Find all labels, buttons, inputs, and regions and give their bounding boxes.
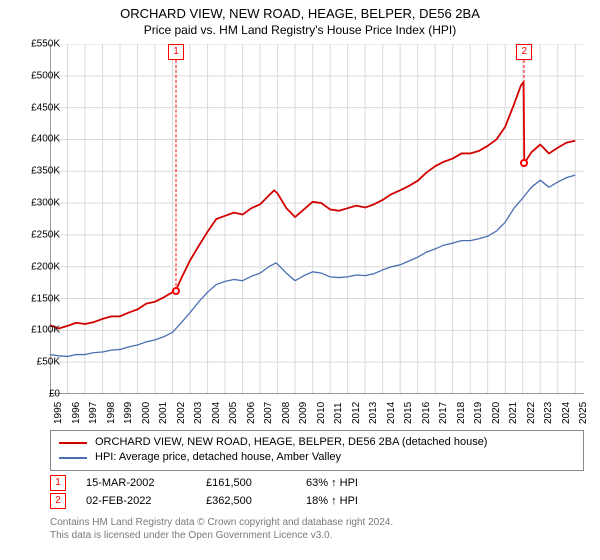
sales-table: 1 15-MAR-2002 £161,500 63% ↑ HPI 2 02-FE… bbox=[50, 474, 401, 510]
legend-swatch-blue bbox=[59, 457, 87, 459]
x-axis-tick-label: 2025 bbox=[578, 402, 589, 424]
sale-price: £362,500 bbox=[206, 495, 306, 507]
x-axis-tick-label: 2009 bbox=[298, 402, 309, 424]
y-axis-tick-label: £100K bbox=[14, 325, 60, 336]
x-axis-tick-label: 2015 bbox=[403, 402, 414, 424]
x-axis-tick-label: 2017 bbox=[438, 402, 449, 424]
sale-marker-number: 2 bbox=[516, 44, 532, 60]
sale-marker-line bbox=[176, 60, 177, 291]
legend-swatch-red bbox=[59, 442, 87, 444]
sale-marker-line bbox=[524, 60, 525, 163]
y-axis-tick-label: £200K bbox=[14, 261, 60, 272]
x-axis-tick-label: 2004 bbox=[211, 402, 222, 424]
sale-marker-number: 1 bbox=[168, 44, 184, 60]
chart-title: ORCHARD VIEW, NEW ROAD, HEAGE, BELPER, D… bbox=[0, 6, 600, 21]
x-axis-tick-label: 2000 bbox=[141, 402, 152, 424]
x-axis-tick-label: 2024 bbox=[561, 402, 572, 424]
footer-line-1: Contains HM Land Registry data © Crown c… bbox=[50, 516, 393, 529]
y-axis-tick-label: £50K bbox=[14, 357, 60, 368]
y-axis-tick-label: £350K bbox=[14, 166, 60, 177]
legend-label-hpi: HPI: Average price, detached house, Ambe… bbox=[95, 450, 341, 465]
x-axis-tick-label: 2022 bbox=[526, 402, 537, 424]
sale-number-box: 2 bbox=[50, 493, 66, 509]
x-axis-tick-label: 2014 bbox=[386, 402, 397, 424]
legend: ORCHARD VIEW, NEW ROAD, HEAGE, BELPER, D… bbox=[50, 430, 584, 471]
x-axis-tick-label: 2008 bbox=[281, 402, 292, 424]
sale-price: £161,500 bbox=[206, 477, 306, 489]
arrow-up-icon: ↑ bbox=[331, 495, 337, 507]
titles: ORCHARD VIEW, NEW ROAD, HEAGE, BELPER, D… bbox=[0, 0, 600, 37]
x-axis-tick-label: 1999 bbox=[123, 402, 134, 424]
y-axis-tick-label: £300K bbox=[14, 198, 60, 209]
sale-row: 2 02-FEB-2022 £362,500 18% ↑ HPI bbox=[50, 492, 401, 510]
sale-row: 1 15-MAR-2002 £161,500 63% ↑ HPI bbox=[50, 474, 401, 492]
sale-number-box: 1 bbox=[50, 475, 66, 491]
x-axis-tick-label: 2002 bbox=[176, 402, 187, 424]
x-axis-tick-label: 1997 bbox=[88, 402, 99, 424]
y-axis-tick-label: £450K bbox=[14, 102, 60, 113]
x-axis-tick-label: 2013 bbox=[368, 402, 379, 424]
footer: Contains HM Land Registry data © Crown c… bbox=[50, 516, 393, 542]
sale-date: 15-MAR-2002 bbox=[86, 477, 206, 489]
sale-date: 02-FEB-2022 bbox=[86, 495, 206, 507]
x-axis-tick-label: 2012 bbox=[351, 402, 362, 424]
x-axis-tick-label: 2003 bbox=[193, 402, 204, 424]
footer-line-2: This data is licensed under the Open Gov… bbox=[50, 529, 393, 542]
x-axis-tick-label: 2006 bbox=[246, 402, 257, 424]
chart-svg bbox=[50, 44, 584, 394]
x-axis-tick-label: 2011 bbox=[333, 402, 344, 424]
chart-subtitle: Price paid vs. HM Land Registry's House … bbox=[0, 23, 600, 37]
sale-marker-dot bbox=[172, 287, 180, 295]
arrow-up-icon: ↑ bbox=[331, 477, 337, 489]
legend-item-hpi: HPI: Average price, detached house, Ambe… bbox=[59, 450, 575, 465]
x-axis-tick-label: 2018 bbox=[456, 402, 467, 424]
chart-container: ORCHARD VIEW, NEW ROAD, HEAGE, BELPER, D… bbox=[0, 0, 600, 560]
x-axis-tick-label: 2005 bbox=[228, 402, 239, 424]
y-axis-tick-label: £0 bbox=[14, 389, 60, 400]
x-axis-tick-label: 2010 bbox=[316, 402, 327, 424]
sale-pct-vs-hpi: 18% ↑ HPI bbox=[306, 495, 401, 507]
x-axis-tick-label: 1998 bbox=[106, 402, 117, 424]
y-axis-tick-label: £500K bbox=[14, 70, 60, 81]
x-axis-tick-label: 2019 bbox=[473, 402, 484, 424]
y-axis-tick-label: £550K bbox=[14, 39, 60, 50]
x-axis-tick-label: 2007 bbox=[263, 402, 274, 424]
x-axis-tick-label: 1996 bbox=[71, 402, 82, 424]
y-axis-tick-label: £400K bbox=[14, 134, 60, 145]
legend-item-price-paid: ORCHARD VIEW, NEW ROAD, HEAGE, BELPER, D… bbox=[59, 435, 575, 450]
x-axis-tick-label: 2021 bbox=[508, 402, 519, 424]
plot-area: 1995199619971998199920002001200220032004… bbox=[50, 44, 584, 394]
x-axis-tick-label: 1995 bbox=[53, 402, 64, 424]
x-axis-tick-label: 2023 bbox=[543, 402, 554, 424]
sale-pct-vs-hpi: 63% ↑ HPI bbox=[306, 477, 401, 489]
legend-label-price-paid: ORCHARD VIEW, NEW ROAD, HEAGE, BELPER, D… bbox=[95, 435, 487, 450]
y-axis-tick-label: £150K bbox=[14, 293, 60, 304]
sale-marker-dot bbox=[520, 159, 528, 167]
x-axis-tick-label: 2020 bbox=[491, 402, 502, 424]
x-axis-tick-label: 2016 bbox=[421, 402, 432, 424]
x-axis-tick-label: 2001 bbox=[158, 402, 169, 424]
y-axis-tick-label: £250K bbox=[14, 229, 60, 240]
